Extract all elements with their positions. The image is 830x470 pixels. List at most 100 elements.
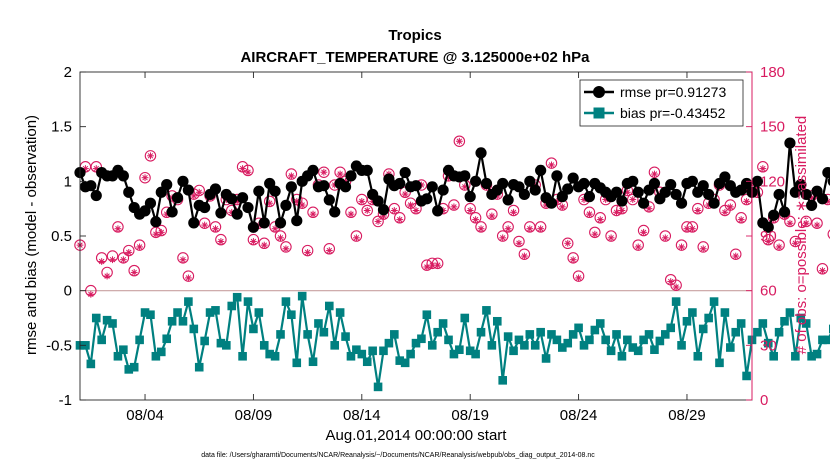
obs-assimilated-star xyxy=(662,235,669,241)
bias-point xyxy=(400,358,410,368)
bias-point xyxy=(406,349,415,359)
bias-point xyxy=(503,332,513,341)
obs-marker xyxy=(518,248,531,260)
obs-marker xyxy=(762,233,775,246)
obs-marker xyxy=(675,239,688,251)
bias-point xyxy=(178,316,188,326)
x-tick-label: 08/24 xyxy=(560,407,598,424)
rmse-series-line xyxy=(78,142,830,229)
obs-assimilated-star xyxy=(348,211,354,217)
obs-assimilated-star xyxy=(765,238,771,245)
obs-assimilated-star xyxy=(489,213,495,219)
obs-assimilated-star xyxy=(88,291,94,298)
obs-assimilated-star xyxy=(185,275,192,281)
bias-point xyxy=(314,319,323,328)
obs-assimilated-star xyxy=(391,207,398,214)
obs-assimilated-star xyxy=(337,171,343,177)
y-left-tick-label: 1.5 xyxy=(51,119,72,136)
obs-marker xyxy=(724,199,737,211)
obs-marker xyxy=(686,221,699,233)
rmse-point xyxy=(708,197,720,209)
bias-point xyxy=(162,334,172,344)
obs-assimilated-star xyxy=(261,242,267,248)
obs-possible-circle xyxy=(139,171,151,184)
obs-marker xyxy=(545,157,558,169)
rmse-point xyxy=(188,217,200,229)
obs-possible-circle xyxy=(561,237,574,250)
bias-point xyxy=(487,341,497,350)
rmse-point xyxy=(518,188,530,201)
rmse-point xyxy=(144,197,157,209)
obs-assimilated-star xyxy=(597,216,603,223)
rmse-point xyxy=(161,179,173,191)
bias-point xyxy=(736,319,746,328)
rmse-point xyxy=(432,205,444,217)
rmse-point xyxy=(421,193,433,205)
obs-assimilated-star xyxy=(537,225,544,232)
obs-marker xyxy=(117,252,130,264)
rmse-point xyxy=(740,177,753,190)
obs-marker xyxy=(95,252,108,265)
rmse-point xyxy=(822,166,830,179)
bias-point xyxy=(552,335,562,345)
bias-point xyxy=(525,330,535,339)
obs-assimilated-star xyxy=(359,198,365,205)
obs-marker xyxy=(112,221,124,233)
x-tick-label: 08/04 xyxy=(126,407,164,424)
obs-possible-circle xyxy=(627,193,639,206)
series-lines xyxy=(74,137,830,392)
y-left-tick-label: -0.5 xyxy=(46,337,72,354)
obs-marker xyxy=(784,215,796,228)
obs-assimilated-star xyxy=(646,205,652,212)
bias-point xyxy=(492,316,502,326)
bias-point xyxy=(119,345,128,355)
bias-point xyxy=(265,349,274,359)
obs-marker xyxy=(448,199,460,211)
obs-possible-circle xyxy=(827,229,830,239)
obs-marker xyxy=(372,215,384,228)
obs-assimilated-star xyxy=(499,235,506,241)
rmse-point xyxy=(562,183,574,195)
bias-point xyxy=(113,351,123,361)
obs-marker xyxy=(697,241,709,253)
obs-assimilated-star xyxy=(586,211,593,217)
obs-assimilated-star xyxy=(272,225,278,232)
rmse-point xyxy=(258,217,270,229)
obs-assimilated-star xyxy=(283,246,289,252)
x-tick-label: 08/19 xyxy=(451,407,489,424)
bias-point xyxy=(606,346,616,356)
obs-assimilated-star xyxy=(521,253,528,259)
obs-assimilated-star xyxy=(109,256,116,263)
rmse-point xyxy=(231,208,243,220)
obs-assimilated-star xyxy=(451,204,457,210)
rmse-point xyxy=(638,197,650,209)
obs-marker xyxy=(177,252,189,264)
rmse-point xyxy=(665,179,677,191)
rmse-point xyxy=(773,188,785,201)
rmse-point xyxy=(123,186,135,198)
obs-marker xyxy=(816,263,829,275)
obs-marker xyxy=(285,168,298,180)
rmse-point xyxy=(90,189,102,202)
bias-point xyxy=(140,308,150,317)
bias-point xyxy=(346,351,356,361)
rmse-point xyxy=(269,185,281,197)
bias-point xyxy=(498,376,508,385)
obs-assimilated-star xyxy=(630,196,636,203)
obs-possible-circle xyxy=(372,215,384,228)
bias-point xyxy=(617,351,627,361)
rmse-point xyxy=(784,137,796,149)
obs-marker xyxy=(616,202,628,215)
bias-point xyxy=(650,345,659,355)
x-tick-label: 08/14 xyxy=(343,407,381,424)
rmse-point xyxy=(242,201,254,214)
bias-point xyxy=(189,324,199,334)
bias-point xyxy=(222,341,231,350)
bias-point xyxy=(612,330,621,339)
bias-point xyxy=(671,297,681,306)
obs-marker xyxy=(247,233,260,246)
bias-point xyxy=(763,338,773,348)
bias-point xyxy=(791,351,800,361)
bias-point xyxy=(823,335,830,345)
obs-marker xyxy=(242,164,254,177)
